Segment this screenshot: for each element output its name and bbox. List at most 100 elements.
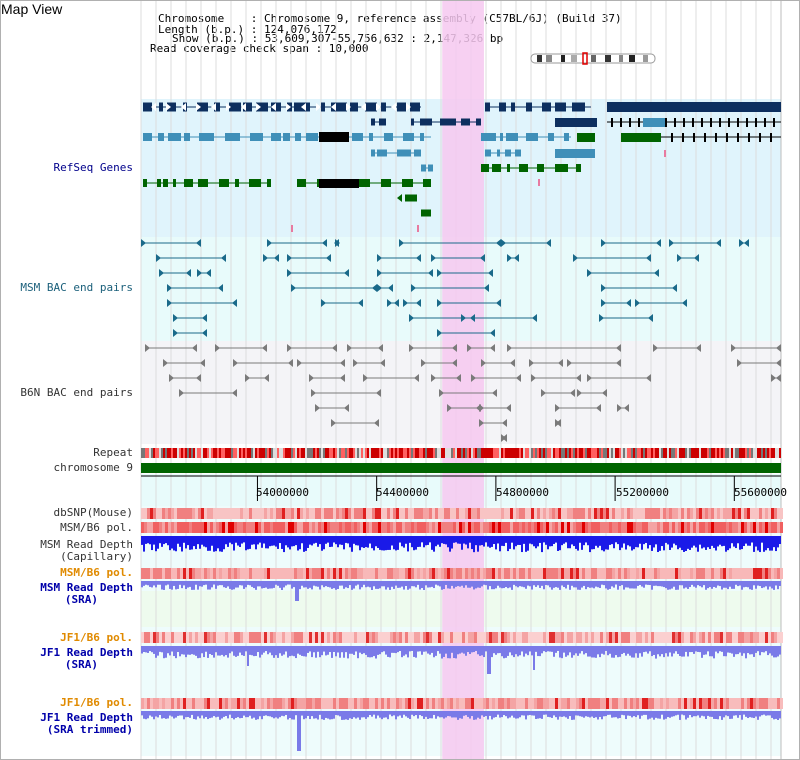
heat-cell [303, 698, 306, 709]
depth-bar [515, 711, 517, 719]
heat-cell [162, 698, 165, 709]
heat-cell [585, 522, 588, 533]
depth-bar [171, 536, 173, 549]
heat-cell [669, 632, 672, 643]
heat-cell [576, 632, 579, 643]
depth-bar [499, 646, 501, 654]
depth-bar [671, 536, 673, 548]
heat-cell [528, 508, 531, 519]
depth-bar [203, 711, 205, 719]
depth-bar [215, 711, 217, 718]
gene-arrow [602, 389, 607, 397]
depth-bar [473, 711, 475, 720]
heat-cell [438, 698, 441, 709]
depth-bar [405, 646, 407, 655]
heat-cell [306, 698, 309, 709]
depth-bar [427, 581, 429, 588]
depth-bar [293, 711, 295, 720]
heat-cell [261, 632, 264, 643]
gene-exon [515, 149, 521, 157]
gene-exon [638, 118, 640, 127]
heat-cell [732, 508, 735, 519]
depth-bar [683, 711, 685, 716]
depth-bar [375, 536, 377, 547]
depth-bar [639, 581, 641, 585]
gene-arrow [456, 374, 461, 382]
depth-bar [515, 536, 517, 547]
gene-exon [511, 102, 515, 112]
depth-bar [229, 581, 231, 589]
gene-exon [481, 164, 489, 172]
depth-bar [467, 646, 469, 653]
depth-bar [433, 711, 435, 715]
depth-bar [651, 711, 653, 718]
heat-cell [567, 632, 570, 643]
heat-cell [546, 522, 549, 533]
repeat-mark [391, 448, 393, 458]
depth-bar [265, 711, 267, 716]
depth-bar [199, 711, 201, 719]
depth-bar [389, 581, 391, 590]
depth-bar [527, 536, 529, 551]
depth-bar [495, 536, 497, 550]
depth-bar [189, 711, 191, 718]
repeat-mark [545, 448, 547, 458]
depth-bar [613, 646, 615, 658]
depth-bar [633, 646, 635, 658]
heat-cell [348, 698, 351, 709]
heat-cell [267, 522, 270, 533]
heat-cell [684, 632, 687, 643]
heat-cell [612, 698, 615, 709]
gene-arrow [346, 103, 351, 111]
heat-cell [168, 522, 171, 533]
depth-bar [251, 581, 253, 587]
depth-bar [567, 646, 569, 656]
repeat-mark [377, 448, 379, 458]
repeat-mark [337, 448, 339, 458]
depth-bar [571, 581, 573, 586]
heat-cell [588, 522, 591, 533]
gene-exon [384, 133, 393, 141]
repeat-mark [395, 448, 397, 458]
depth-bar [459, 581, 461, 587]
heat-cell [558, 568, 561, 579]
heat-cell [654, 698, 657, 709]
heat-cell [318, 698, 321, 709]
heat-cell [345, 522, 348, 533]
heat-cell [771, 632, 774, 643]
heat-cell [609, 522, 612, 533]
depth-bar [495, 711, 497, 718]
depth-bar [661, 536, 663, 547]
heat-cell [195, 698, 198, 709]
depth-bar [461, 711, 463, 719]
depth-bar [371, 646, 373, 658]
depth-bar [779, 581, 781, 586]
heat-cell [531, 508, 534, 519]
heat-cell [258, 568, 261, 579]
heat-cell [417, 522, 420, 533]
depth-bar [213, 536, 215, 552]
heat-cell [288, 508, 291, 519]
heat-cell [261, 568, 264, 579]
depth-bar [593, 711, 595, 718]
jf1-trim-label: JF1 Read Depth [40, 711, 133, 724]
heat-cell [372, 698, 375, 709]
depth-bar [427, 646, 429, 654]
depth-bar [351, 711, 353, 719]
heat-cell [672, 522, 675, 533]
ideogram-band [546, 55, 552, 62]
depth-bar [611, 536, 613, 545]
heat-cell [210, 698, 213, 709]
depth-bar [575, 536, 577, 549]
heat-cell [462, 698, 465, 709]
gene-exon [507, 164, 510, 172]
depth-bar [691, 646, 693, 653]
gene-arrow [507, 344, 512, 352]
heat-cell [336, 632, 339, 643]
gene-arrow [467, 344, 472, 352]
gene-arrow [167, 284, 172, 292]
depth-bar [213, 646, 215, 658]
heat-cell [660, 508, 663, 519]
gene-arrow [376, 389, 381, 397]
